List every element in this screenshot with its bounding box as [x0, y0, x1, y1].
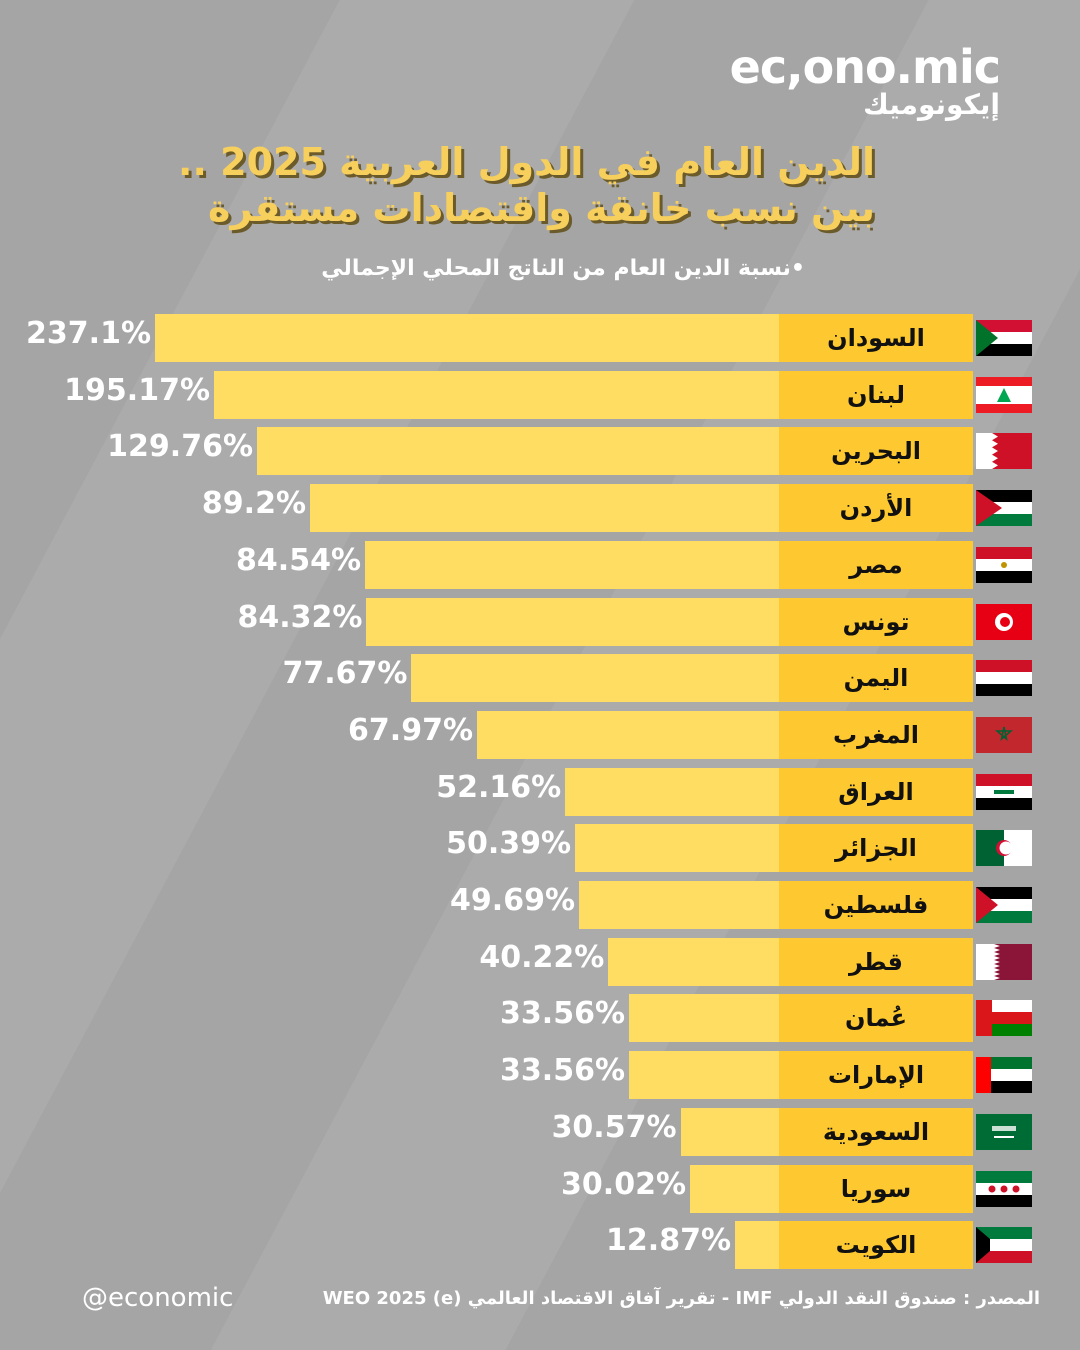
country-label: الإمارات	[779, 1051, 973, 1100]
bar	[257, 427, 779, 476]
bar-row: سوريا 30.02%	[0, 1164, 1080, 1213]
country-label: مصر	[779, 540, 973, 589]
value-label: 84.54%	[236, 542, 361, 578]
bar-row: عُمان 33.56%	[0, 994, 1080, 1043]
value-label: 67.97%	[348, 712, 473, 748]
value-label: 237.1%	[26, 316, 151, 351]
country-label: البحرين	[779, 427, 973, 476]
country-label: المغرب	[779, 710, 973, 759]
value-label: 89.2%	[201, 486, 306, 522]
bar-row: مصر 84.54%	[0, 540, 1080, 589]
bar-row: فلسطين 49.69%	[0, 881, 1080, 929]
brand-logo: ec,ono.mic	[729, 40, 1001, 94]
country-label: الأردن	[779, 484, 973, 533]
bahrain-flag-icon	[976, 433, 1032, 470]
bar	[735, 1221, 779, 1270]
bar-row: الكويت 12.87%	[0, 1221, 1080, 1270]
bar-row: السعودية 30.57%	[0, 1107, 1080, 1156]
value-label: 33.56%	[500, 996, 625, 1032]
country-label: فلسطين	[779, 881, 973, 929]
country-label: العراق	[779, 767, 973, 816]
value-label: 129.76%	[107, 429, 253, 465]
country-label: قطر	[779, 937, 973, 986]
algeria-flag-icon	[976, 830, 1032, 867]
bar	[565, 767, 779, 816]
oman-flag-icon	[976, 1000, 1032, 1037]
country-label: السودان	[779, 314, 973, 362]
bar-row: المغرب 67.97%	[0, 710, 1080, 759]
value-label: 49.69%	[450, 883, 575, 918]
bar	[629, 1051, 779, 1100]
bar-row: السودان 237.1%	[0, 314, 1080, 362]
bar	[608, 937, 779, 986]
bar	[690, 1164, 779, 1213]
bar-row: الإمارات 33.56%	[0, 1051, 1080, 1100]
value-label: 195.17%	[64, 372, 210, 408]
palestine-flag-icon	[976, 887, 1032, 923]
value-label: 12.87%	[606, 1223, 731, 1259]
country-label: الكويت	[779, 1221, 973, 1270]
morocco-flag-icon	[976, 716, 1032, 753]
kuwait-flag-icon	[976, 1227, 1032, 1264]
saudi-flag-icon	[976, 1113, 1032, 1150]
country-label: اليمن	[779, 654, 973, 703]
brand-logo-arabic: إيكونوميك	[863, 88, 1000, 121]
country-label: السعودية	[779, 1107, 973, 1156]
country-label: لبنان	[779, 370, 973, 419]
value-label: 77.67%	[282, 656, 408, 692]
bar-row: الجزائر 50.39%	[0, 824, 1080, 873]
iraq-flag-icon	[976, 773, 1032, 810]
bar-row: البحرين 129.76%	[0, 427, 1080, 476]
bar	[365, 540, 779, 589]
bar	[579, 881, 779, 929]
bar	[629, 994, 779, 1043]
bar-row: اليمن 77.67%	[0, 654, 1080, 703]
bar	[214, 370, 779, 419]
country-label: سوريا	[779, 1164, 973, 1213]
country-label: الجزائر	[779, 824, 973, 873]
value-label: 30.57%	[551, 1109, 677, 1145]
yemen-flag-icon	[976, 660, 1032, 697]
bar-row: تونس 84.32%	[0, 597, 1080, 646]
sudan-flag-icon	[976, 320, 1032, 356]
value-label: 33.56%	[500, 1053, 625, 1089]
bar-row: لبنان 195.17%	[0, 370, 1080, 419]
uae-flag-icon	[976, 1057, 1032, 1094]
bar-row: الأردن 89.2%	[0, 484, 1080, 533]
source-note: المصدر : صندوق النقد الدولي IMF - تقرير …	[322, 1288, 1040, 1309]
chart-title: الدين العام في الدول العربية 2025 .. بين…	[178, 140, 875, 230]
bar	[680, 1107, 779, 1156]
bar	[310, 484, 779, 533]
country-label: عُمان	[779, 994, 973, 1043]
bar	[155, 314, 779, 362]
qatar-flag-icon	[976, 943, 1032, 980]
value-label: 40.22%	[479, 939, 605, 975]
bar-row: العراق 52.16%	[0, 767, 1080, 816]
bar	[411, 654, 779, 703]
bar-row: قطر 40.22%	[0, 937, 1080, 986]
jordan-flag-icon	[976, 490, 1032, 527]
value-label: 84.32%	[237, 599, 363, 635]
country-label: تونس	[779, 597, 973, 646]
syria-flag-icon	[976, 1170, 1032, 1207]
bar	[477, 710, 779, 759]
value-label: 30.02%	[561, 1166, 686, 1202]
lebanon-flag-icon	[976, 376, 1032, 413]
bar	[366, 597, 779, 646]
value-label: 50.39%	[446, 826, 572, 862]
chart-subtitle: •نسبة الدين العام من الناتج المحلي الإجم…	[321, 256, 805, 281]
value-label: 52.16%	[436, 769, 562, 805]
social-handle: @economic	[82, 1283, 234, 1313]
tunisia-flag-icon	[976, 603, 1032, 640]
egypt-flag-icon	[976, 546, 1032, 583]
bar	[575, 824, 779, 873]
